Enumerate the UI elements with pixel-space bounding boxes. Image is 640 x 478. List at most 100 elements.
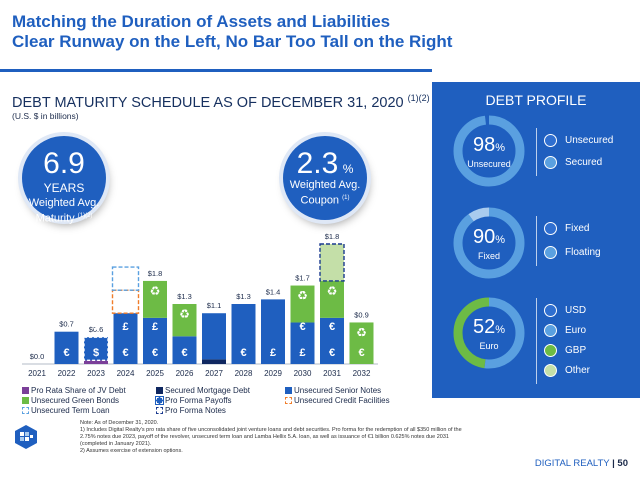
title-line-1: Matching the Duration of Assets and Liab… — [12, 12, 391, 31]
bar-2023-pro-rata-share-of-jv-debt — [84, 360, 108, 364]
donut-chart-fixed — [453, 207, 525, 279]
legend-label: Pro Forma Payoffs — [165, 396, 232, 405]
x-tick-label: 2022 — [58, 369, 76, 378]
bar-2031-unsecured-senior-notes — [320, 317, 344, 364]
bar-total-label: $0.7 — [59, 320, 74, 329]
recycle-icon: ♻ — [179, 307, 190, 321]
bar-total-label: $1.1 — [207, 301, 222, 310]
note-1: 1) Includes Digital Realty's pro rata sh… — [80, 427, 462, 447]
legend-item: Unsecured Green Bonds — [22, 396, 119, 405]
bar-2029-unsecured-senior-notes — [261, 299, 285, 364]
bar-2031-pro-forma-notes — [319, 243, 345, 282]
x-tick-label: 2029 — [264, 369, 282, 378]
bar-2027-secured-mortgage-debt — [202, 359, 226, 364]
footer: DIGITAL REALTY | 50 — [535, 458, 628, 469]
legend-dot — [544, 246, 557, 259]
profile-legend-item: Other — [544, 364, 590, 377]
donut-main-segment — [453, 115, 525, 187]
donut-hole — [464, 126, 514, 176]
maturity-stat-circle: 6.9 YEARS Weighted Avg. Maturity (1)(2) — [22, 136, 106, 225]
slide-title: Matching the Duration of Assets and Liab… — [12, 12, 452, 52]
legend-dot — [544, 222, 557, 235]
bar-total-label: $1.4 — [266, 287, 281, 296]
legend-dot — [544, 304, 557, 317]
units-label: (U.S. $ in billions) — [12, 111, 79, 121]
bar-total-label: $1.8 — [325, 232, 340, 241]
x-tick-label: 2026 — [176, 369, 194, 378]
coupon-label-1: Weighted Avg. — [289, 179, 361, 191]
legend-swatch — [285, 397, 292, 404]
coupon-label-2: Coupon — [300, 194, 340, 207]
bar-2031-unsecured-green-bonds — [320, 280, 344, 318]
footer-sep: | — [612, 458, 615, 469]
bar-total-label: $1.3 — [236, 292, 251, 301]
currency-mark: $ — [93, 347, 99, 359]
profile-legend-label: Unsecured — [565, 135, 614, 146]
legend-label: Pro Forma Notes — [165, 406, 226, 415]
x-tick-label: 2027 — [205, 369, 223, 378]
x-tick-label: 2031 — [323, 369, 341, 378]
legend-item: Pro Forma Payoffs — [155, 396, 232, 405]
legend-label: Unsecured Credit Facilities — [294, 396, 390, 405]
x-tick-label: 2023 — [87, 369, 105, 378]
currency-mark: € — [358, 347, 364, 359]
currency-mark: £ — [152, 321, 158, 333]
divider-line — [536, 216, 537, 266]
legend-item: Pro Forma Notes — [156, 406, 226, 415]
legend-label: Secured Mortgage Debt — [165, 386, 250, 395]
bar-2026-unsecured-senior-notes — [172, 336, 197, 364]
legend-label: Unsecured Term Loan — [31, 406, 110, 415]
currency-mark: € — [329, 347, 335, 359]
legend-swatch — [22, 397, 29, 404]
bar-2024-unsecured-term-loan — [111, 266, 140, 291]
bar-total-label: $0.0 — [30, 352, 45, 361]
legend-item: Unsecured Term Loan — [22, 406, 110, 415]
legend-label: Unsecured Senior Notes — [294, 386, 382, 395]
maturity-label-1: Weighted Avg. — [28, 197, 100, 209]
note-2: 2) Assumes exercise of extension options… — [80, 448, 183, 454]
legend-item: Unsecured Credit Facilities — [285, 396, 390, 405]
currency-mark: € — [122, 347, 128, 359]
donut-label: Euro — [479, 341, 499, 351]
footnotes: Note: As of December 31, 2020. 1) Includ… — [80, 420, 470, 455]
footer-brand: DIGITAL REALTY — [534, 458, 610, 469]
maturity-value: 6.9 — [43, 147, 85, 180]
donut-main-segment — [453, 297, 525, 369]
bar-2026-unsecured-green-bonds — [172, 304, 197, 337]
legend-swatch — [156, 407, 163, 414]
coupon-value: 2.3 — [296, 147, 339, 180]
legend-item: Secured Mortgage Debt — [156, 386, 250, 395]
donut-percent: 90% — [472, 226, 506, 248]
profile-legend-item: Fixed — [544, 222, 589, 235]
profile-legend-item: Euro — [544, 324, 586, 337]
profile-legend-item: GBP — [544, 344, 586, 357]
debt-profile-panel: DEBT PROFILE 98% Unsecured Unsecured Secure… — [432, 82, 640, 398]
currency-mark: € — [299, 321, 305, 333]
donut-center-text: 98% Unsecured — [454, 134, 524, 170]
bar-2024-unsecured-credit-facilities — [111, 289, 140, 314]
bar-total-label: $0.6 — [89, 325, 104, 334]
donut-chart-unsecured — [453, 115, 525, 187]
maturity-label-2: Maturity — [35, 212, 75, 225]
legend-swatch — [22, 407, 29, 414]
legend-label: Pro Rata Share of JV Debt — [31, 386, 126, 395]
coupon-stat-circle: 2.3 % Weighted Avg. Coupon (1) — [283, 136, 367, 220]
legend-swatch — [156, 387, 163, 394]
schedule-title-text: DEBT MATURITY SCHEDULE AS OF DECEMBER 31… — [12, 94, 404, 111]
x-tick-label: 2024 — [117, 369, 135, 378]
bar-2028-unsecured-senior-notes — [231, 304, 256, 364]
currency-mark: £ — [122, 321, 128, 333]
donut-center-text: 52% Euro — [454, 316, 524, 352]
legend-dot — [544, 324, 557, 337]
digital-realty-logo — [15, 425, 37, 449]
maturity-sup: (1)(2) — [77, 213, 93, 219]
bar-total-label: $1.8 — [148, 269, 163, 278]
currency-mark: € — [181, 347, 187, 359]
bar-total-label: $0.9 — [354, 310, 369, 319]
coupon-sup: (1) — [342, 195, 350, 201]
bar-2025-unsecured-green-bonds — [143, 280, 167, 318]
currency-mark: ¥ — [93, 321, 100, 333]
legend-dot — [544, 364, 557, 377]
legend-item: Unsecured Senior Notes — [285, 386, 381, 395]
currency-mark: € — [329, 321, 335, 333]
